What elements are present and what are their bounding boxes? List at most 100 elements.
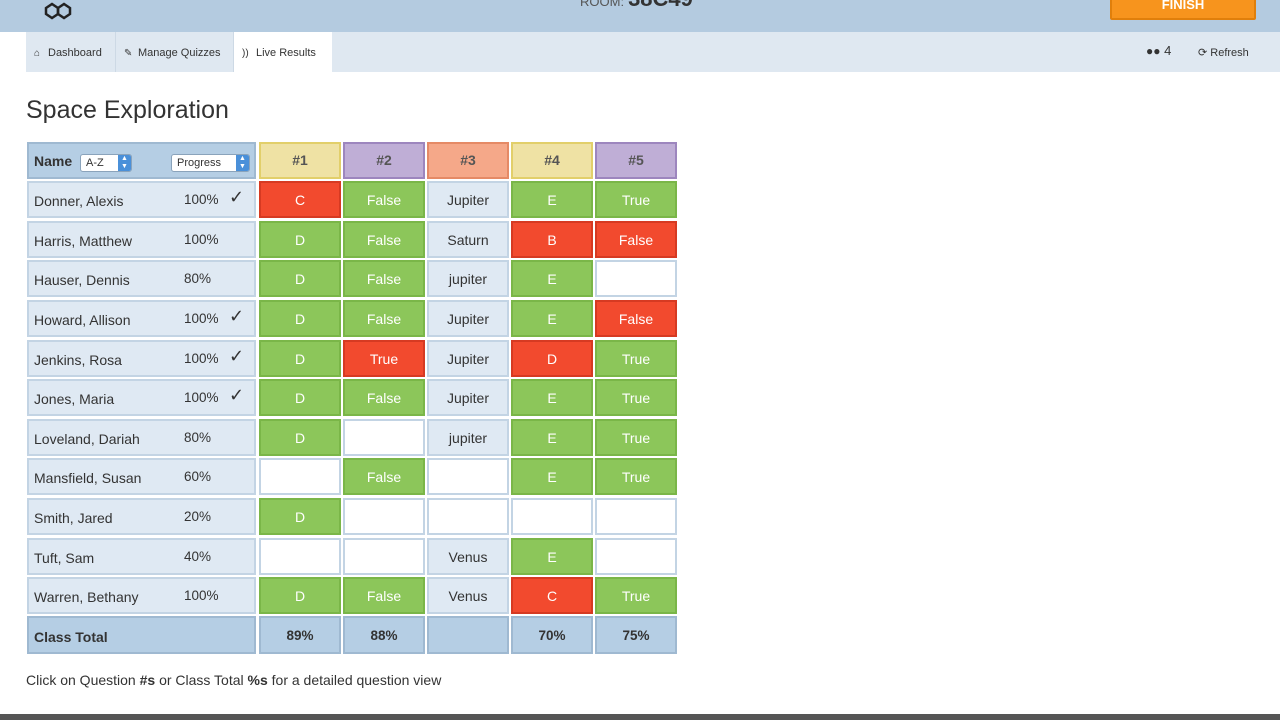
answer-cell[interactable]: D [259, 379, 341, 416]
answer-cell[interactable] [595, 260, 677, 297]
answer-cell[interactable]: Jupiter [427, 300, 509, 337]
answer-cell[interactable]: E [511, 419, 593, 456]
answer-cell[interactable]: B [511, 221, 593, 258]
sort-select[interactable]: A-Z ▲ ▼ [80, 154, 132, 172]
answer-cell[interactable] [259, 538, 341, 575]
student-row-name[interactable]: Smith, Jared 20% [27, 498, 256, 535]
tab-nav: ⌂ Dashboard ✎ Manage Quizzes )) Live Result… [26, 32, 1280, 72]
student-row-name[interactable]: Jones, Maria 100% ✓ [27, 379, 256, 416]
answer-cell[interactable] [427, 458, 509, 495]
class-total-q4[interactable]: 70% [511, 616, 593, 654]
answer-cell[interactable]: jupiter [427, 260, 509, 297]
answer-cell[interactable]: True [595, 340, 677, 377]
tab-manage-quizzes-label: Manage Quizzes [138, 47, 221, 59]
student-name: Hauser, Dennis [34, 272, 130, 288]
student-row-name[interactable]: Loveland, Dariah 80% [27, 419, 256, 456]
tab-manage-quizzes[interactable]: ✎ Manage Quizzes [116, 32, 234, 72]
answer-cell[interactable] [511, 498, 593, 535]
answer-cell[interactable] [595, 498, 677, 535]
class-total-q1[interactable]: 89% [259, 616, 341, 654]
answer-cell[interactable]: True [595, 577, 677, 614]
answer-cell[interactable]: C [259, 181, 341, 218]
complete-check-icon: ✓ [229, 346, 245, 366]
answer-cell[interactable]: Venus [427, 577, 509, 614]
class-total-q5[interactable]: 75% [595, 616, 677, 654]
footer-note-text: Click on Question [26, 672, 140, 688]
class-total-q2[interactable]: 88% [343, 616, 425, 654]
answer-cell[interactable]: Jupiter [427, 379, 509, 416]
answer-cell[interactable]: E [511, 379, 593, 416]
answer-cell[interactable]: D [259, 340, 341, 377]
class-total-label: Class Total [34, 629, 108, 645]
logo-icon [44, 2, 72, 20]
student-progress: 100% [184, 351, 219, 366]
answer-cell[interactable]: E [511, 538, 593, 575]
student-count: ●● 4 [1146, 32, 1171, 72]
answer-cell[interactable] [427, 498, 509, 535]
answer-cell[interactable]: D [259, 577, 341, 614]
tab-live-results[interactable]: )) Live Results [234, 32, 332, 72]
answer-cell[interactable]: E [511, 260, 593, 297]
answer-cell[interactable]: D [511, 340, 593, 377]
refresh-button[interactable]: ⟳ Refresh [1198, 32, 1249, 72]
wrench-icon: ✎ [124, 48, 133, 59]
answer-cell[interactable]: D [259, 419, 341, 456]
question-header-5[interactable]: #5 [595, 142, 677, 179]
answer-cell[interactable]: True [343, 340, 425, 377]
question-header-4[interactable]: #4 [511, 142, 593, 179]
answer-cell[interactable] [343, 538, 425, 575]
answer-cell[interactable]: Jupiter [427, 340, 509, 377]
student-row-name[interactable]: Jenkins, Rosa 100% ✓ [27, 340, 256, 377]
answer-cell[interactable]: True [595, 419, 677, 456]
answer-cell[interactable]: E [511, 300, 593, 337]
student-row-name[interactable]: Mansfield, Susan 60% [27, 458, 256, 495]
student-row-name[interactable]: Donner, Alexis 100% ✓ [27, 181, 256, 218]
footer-note-bold: %s [247, 672, 268, 688]
student-row-name[interactable]: Tuft, Sam 40% [27, 538, 256, 575]
student-row-name[interactable]: Howard, Allison 100% ✓ [27, 300, 256, 337]
question-header-3[interactable]: #3 [427, 142, 509, 179]
student-row-name[interactable]: Warren, Bethany 100% [27, 577, 256, 614]
question-header-2[interactable]: #2 [343, 142, 425, 179]
class-total-q3[interactable] [427, 616, 509, 654]
answer-cell[interactable]: False [343, 379, 425, 416]
student-row-name[interactable]: Harris, Matthew 100% [27, 221, 256, 258]
answer-cell[interactable]: E [511, 181, 593, 218]
top-header: ROOM:38C49 FINISH [0, 0, 1280, 32]
answer-cell[interactable]: False [343, 458, 425, 495]
answer-cell[interactable] [343, 498, 425, 535]
answer-cell[interactable]: False [595, 300, 677, 337]
answer-cell[interactable]: False [343, 221, 425, 258]
answer-cell[interactable]: jupiter [427, 419, 509, 456]
answer-cell[interactable]: False [595, 221, 677, 258]
answer-cell[interactable]: D [259, 260, 341, 297]
progress-select-value: Progress [177, 157, 222, 169]
answer-cell[interactable]: D [259, 221, 341, 258]
users-icon: ●● [1146, 44, 1161, 58]
tab-dashboard[interactable]: ⌂ Dashboard [26, 32, 116, 72]
answer-cell[interactable]: E [511, 458, 593, 495]
answer-cell[interactable]: D [259, 498, 341, 535]
answer-cell[interactable] [595, 538, 677, 575]
answer-cell[interactable]: False [343, 260, 425, 297]
student-row-name[interactable]: Hauser, Dennis 80% [27, 260, 256, 297]
answer-cell[interactable]: True [595, 379, 677, 416]
student-progress: 100% [184, 311, 219, 326]
answer-cell[interactable]: D [259, 300, 341, 337]
answer-cell[interactable]: True [595, 458, 677, 495]
answer-cell[interactable] [259, 458, 341, 495]
progress-select[interactable]: Progress ▲ ▼ [171, 154, 250, 172]
answer-cell[interactable]: Saturn [427, 221, 509, 258]
answer-cell[interactable]: False [343, 300, 425, 337]
answer-cell[interactable]: Venus [427, 538, 509, 575]
answer-cell[interactable]: Jupiter [427, 181, 509, 218]
answer-cell[interactable]: True [595, 181, 677, 218]
answer-cell[interactable]: False [343, 577, 425, 614]
footer-note-text: or Class Total [155, 672, 248, 688]
answer-cell[interactable] [343, 419, 425, 456]
question-header-1[interactable]: #1 [259, 142, 341, 179]
answer-cell[interactable]: C [511, 577, 593, 614]
finish-button[interactable]: FINISH [1110, 0, 1256, 20]
answer-cell[interactable]: False [343, 181, 425, 218]
student-name: Warren, Bethany [34, 589, 139, 605]
